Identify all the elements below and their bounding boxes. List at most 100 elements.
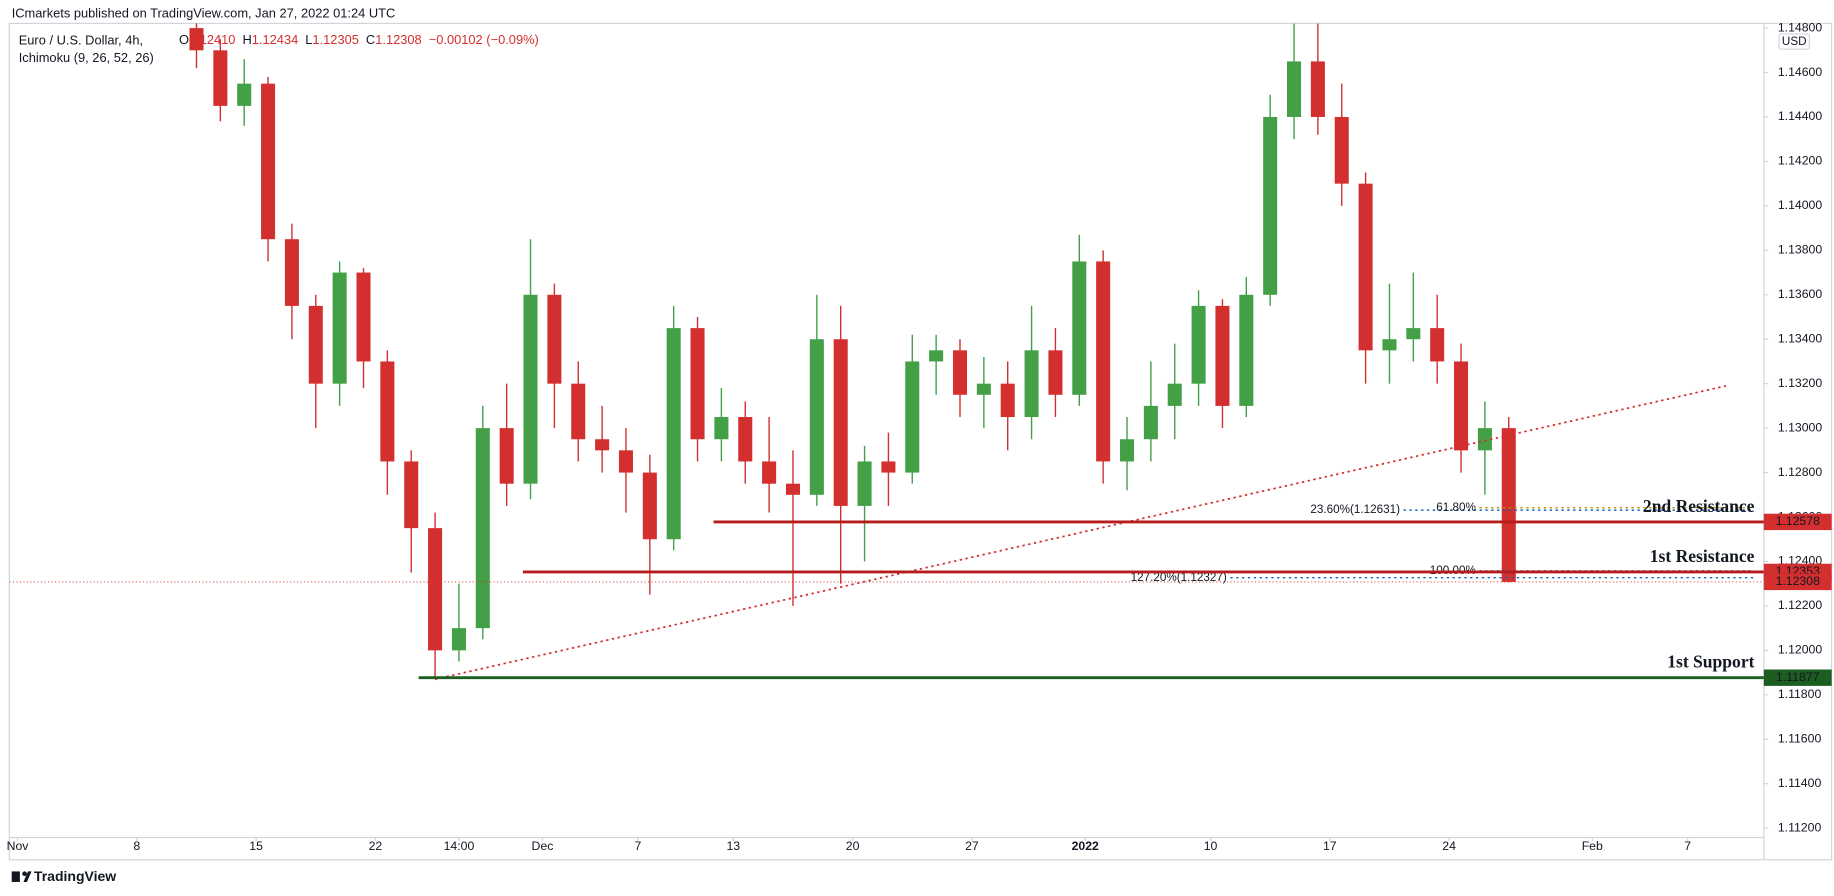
x-tick-label: 20 [846, 839, 860, 853]
y-tick-label: 1.13800 [1778, 243, 1823, 257]
y-tick-label: 1.11800 [1778, 687, 1822, 701]
level-price-tag-bg [1763, 669, 1832, 686]
level-label: 1st Resistance [1650, 546, 1755, 566]
ohlc-key: L [305, 32, 312, 47]
indicator: Ichimoku (9, 26, 52, 26) [19, 50, 154, 65]
fib-label: 100.00% [1430, 564, 1476, 577]
level-label: 1st Support [1667, 652, 1754, 672]
y-tick-label: 1.14800 [1778, 20, 1823, 34]
y-tick-label: 1.14200 [1778, 154, 1823, 168]
candle-body [1358, 183, 1373, 351]
candle-body [929, 350, 944, 362]
candle-body [547, 294, 562, 384]
x-tick-label: 7 [634, 839, 641, 853]
ohlc-value: 1.12305 [312, 32, 358, 47]
candle-body [1191, 305, 1206, 384]
fib-label: 127.20%(1.12327) [1131, 571, 1227, 584]
x-tick-label: 22 [369, 839, 383, 853]
last-price-tag-bg [1763, 573, 1832, 591]
candle-body [1430, 328, 1445, 362]
y-tick-label: 1.13000 [1778, 420, 1823, 434]
publisher: ICmarkets published on TradingView.com, … [12, 5, 396, 20]
candle-body [308, 305, 323, 384]
candle-body [237, 83, 252, 106]
x-tick-label: 27 [965, 839, 979, 853]
candle-body [690, 328, 705, 440]
level-price-tag: 1.12578 [1776, 514, 1821, 528]
ohlc-legend: O1.12410 H1.12434 L1.12305 C1.12308 −0.00102… [179, 32, 539, 47]
x-tick-label: Dec [532, 839, 554, 853]
candle-body [1215, 305, 1230, 406]
candle-body [451, 628, 466, 651]
y-tick-label: 1.13400 [1778, 331, 1823, 345]
candle-body [404, 461, 419, 529]
y-tick-label: 1.14000 [1778, 198, 1823, 212]
fib-label: 61.80% [1436, 501, 1476, 514]
candle-body [1096, 261, 1111, 462]
y-tick-label: 1.11600 [1778, 732, 1822, 746]
candle-body [380, 361, 395, 462]
x-tick-label: 2022 [1072, 839, 1099, 853]
candle-body [809, 339, 824, 495]
x-tick-label: 15 [249, 839, 263, 853]
candle-body [762, 461, 777, 484]
ohlc-change: −0.00102 (−0.09%) [429, 32, 539, 47]
candle-body [952, 350, 968, 395]
candle-body [356, 272, 371, 362]
y-tick-label: 1.12000 [1778, 643, 1823, 657]
x-tick-label: Feb [1582, 839, 1603, 853]
chart-frame [8, 22, 1833, 861]
plot [9, 23, 1764, 681]
candle-body [1334, 116, 1349, 184]
candle-body [1000, 383, 1015, 418]
candle-body [1072, 261, 1087, 395]
ohlc-value: 1.12434 [252, 32, 298, 47]
ohlc-value: 1.12308 [375, 32, 421, 47]
x-tick-label: 7 [1684, 839, 1691, 853]
candle-body [1143, 405, 1158, 440]
candle-body [332, 272, 347, 384]
y-tick-label: 1.12200 [1778, 598, 1823, 612]
x-tick-label: 13 [726, 839, 740, 853]
fib-label: 23.60%(1.12631) [1310, 503, 1400, 516]
y-tick-label: 1.14400 [1778, 109, 1823, 123]
candle-body [1501, 428, 1516, 582]
candle-body [666, 328, 681, 540]
x-tick-label: 14:00 [444, 839, 475, 853]
ohlc-key: C [366, 32, 375, 47]
level-price-tag: 1.11877 [1776, 670, 1820, 684]
candle-body [738, 417, 753, 462]
candle-body [1024, 350, 1039, 418]
y-tick-label: 1.13200 [1778, 376, 1823, 390]
x-tick-label: 10 [1204, 839, 1218, 853]
candle-body [1477, 428, 1492, 451]
candle-body [499, 428, 514, 484]
y-tick-label: 1.14600 [1778, 65, 1823, 79]
candle-body [571, 383, 586, 440]
candle-body [1310, 61, 1325, 117]
candle-body [976, 383, 991, 395]
candle-body [523, 294, 538, 484]
candle-body [1119, 439, 1135, 462]
candle-body [428, 528, 443, 651]
trendline [434, 385, 1727, 681]
y-tick-label: 1.13600 [1778, 287, 1823, 301]
candle-body [833, 339, 848, 506]
candle-body [785, 483, 800, 495]
brand: TradingView [34, 868, 116, 884]
ohlc-key: O [179, 32, 189, 47]
candle-body [284, 239, 299, 306]
brand-logo [11, 871, 32, 882]
ohlc-key: H [242, 32, 251, 47]
candle-body [1406, 328, 1421, 340]
candle-body [1454, 361, 1469, 451]
candle-body [1167, 383, 1182, 406]
currency-box [1778, 33, 1811, 50]
candle-body [595, 439, 610, 451]
candle-body [881, 461, 896, 473]
level-label: 2nd Resistance [1643, 496, 1755, 516]
candle-body [642, 472, 657, 540]
symbol: Euro / U.S. Dollar, 4h, [19, 32, 143, 47]
